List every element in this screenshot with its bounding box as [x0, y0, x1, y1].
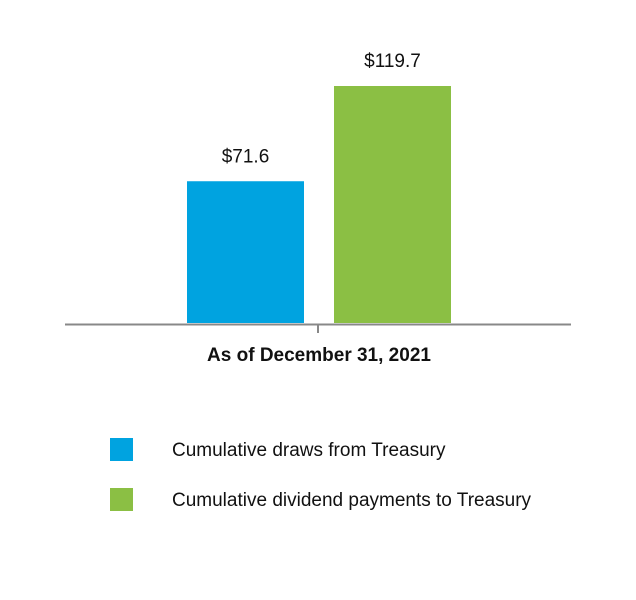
legend-swatch [110, 488, 133, 511]
value-label: $119.7 [364, 51, 421, 72]
bar [334, 86, 451, 323]
x-tick-label: As of December 31, 2021 [207, 345, 431, 366]
bar [187, 181, 304, 323]
value-label: $71.6 [222, 146, 270, 167]
legend-label: Cumulative dividend payments to Treasury [172, 490, 532, 511]
legend-swatch [110, 438, 133, 461]
legend-label: Cumulative draws from Treasury [172, 440, 446, 461]
